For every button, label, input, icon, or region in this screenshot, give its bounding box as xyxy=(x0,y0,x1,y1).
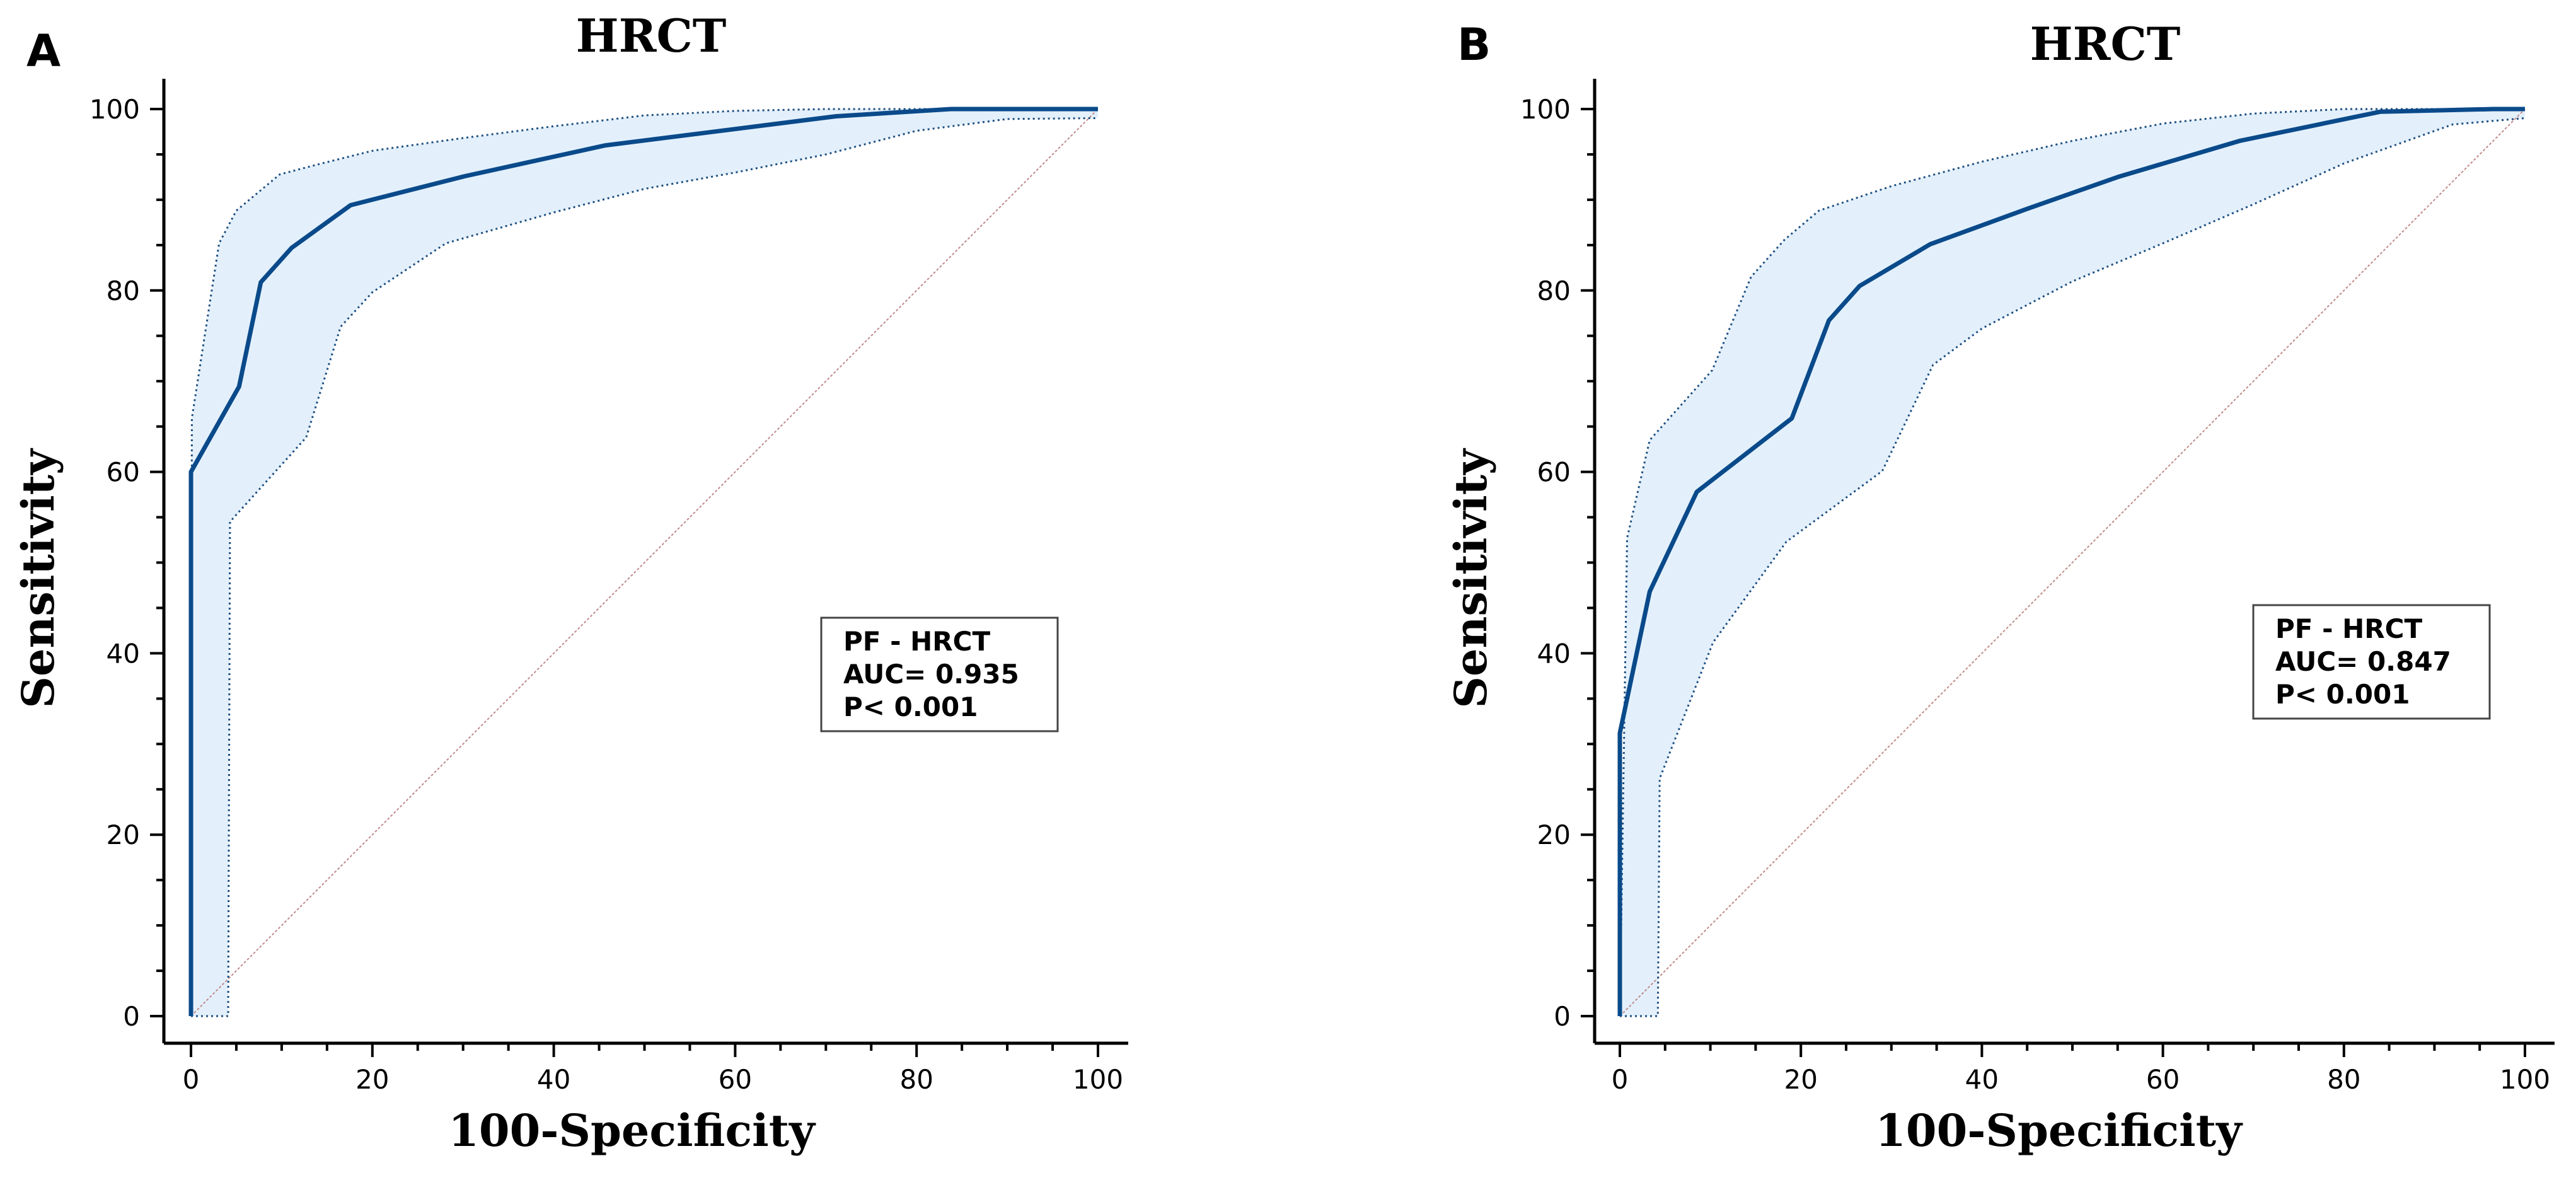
panel-b-x-tick-label: 60 xyxy=(2146,1064,2180,1095)
panel-a-x-tick-label: 60 xyxy=(719,1064,752,1095)
panel-b-ci-band xyxy=(1620,109,2525,1016)
panel-a-legend-line: PF - HRCT xyxy=(843,626,990,657)
panel-a: A HRCT Sensitivity 100-Specificity 0 20 40… xyxy=(12,9,1128,1157)
panel-a-ci-band xyxy=(191,109,1098,1016)
panel-a-roc-curve xyxy=(188,107,1098,1016)
panel-a-ci-upper-line xyxy=(190,108,1098,1017)
panel-b-ylabel: Sensitivity xyxy=(1445,448,1497,709)
panel-a-y-tick-label: 40 xyxy=(107,638,140,669)
panel-a-xlabel: 100-Specificity xyxy=(448,1104,816,1157)
panel-b-x-tick-label: 100 xyxy=(2500,1064,2550,1095)
panel-b-legend xyxy=(2252,604,2491,720)
panel-b-ci-lower-line xyxy=(1620,117,2526,1017)
panel-b-letter: B xyxy=(1457,19,1491,71)
panel-b-y-tick-label: 0 xyxy=(1554,1001,1571,1032)
panel-a-legend-line: AUC= 0.935 xyxy=(843,659,1019,690)
panel-a-x-tick-label: 20 xyxy=(355,1064,389,1095)
panel-b-x-tick-label: 80 xyxy=(2327,1064,2360,1095)
panel-b-reference-line xyxy=(1619,108,2526,1017)
panel-a-x-tick-label: 80 xyxy=(899,1064,933,1095)
panel-a-x-tick-label: 40 xyxy=(537,1064,570,1095)
panel-b-x-tick-label: 0 xyxy=(1612,1064,1629,1095)
panel-a-legend xyxy=(820,616,1059,732)
panel-a-title: HRCT xyxy=(576,9,727,62)
panel-b-x-tick-label: 20 xyxy=(1784,1064,1817,1095)
panel-b-y-tick-label: 40 xyxy=(1537,638,1571,669)
panel-b-roc-curve xyxy=(1617,107,2525,1016)
panel-b-y-tick-label: 80 xyxy=(1537,275,1571,306)
panel-b-y-tick-label: 60 xyxy=(1537,457,1571,488)
panel-a-x-tick-label: 0 xyxy=(183,1064,200,1095)
panel-a-y-tick-label: 60 xyxy=(107,457,140,488)
panel-b: B HRCT Sensitivity 100-Specificity 0 20 40… xyxy=(1445,17,2555,1157)
panel-b-legend-line: AUC= 0.847 xyxy=(2275,646,2451,677)
panel-b-y-tick-label: 100 xyxy=(1520,94,1571,125)
panel-b-x-tick-label: 40 xyxy=(1965,1064,1999,1095)
panel-a-y-tick-label: 20 xyxy=(107,819,140,850)
panel-a-ylabel: Sensitivity xyxy=(12,448,64,709)
panel-a-letter: A xyxy=(26,25,61,77)
panel-b-legend-line: P< 0.001 xyxy=(2275,679,2410,710)
panel-a-y-tick-label: 80 xyxy=(107,275,140,306)
panel-b-title: HRCT xyxy=(2030,17,2181,71)
panel-a-y-tick-label: 0 xyxy=(123,1001,140,1032)
panel-b-legend-line: PF - HRCT xyxy=(2275,613,2422,644)
panel-b-xlabel: 100-Specificity xyxy=(1875,1104,2243,1157)
panel-a-y-tick-label: 100 xyxy=(90,94,140,125)
panel-a-ci-lower-line xyxy=(191,117,1099,1017)
panel-a-x-tick-label: 100 xyxy=(1073,1064,1123,1095)
panel-a-reference-line xyxy=(190,108,1099,1017)
panel-b-y-tick-label: 20 xyxy=(1537,819,1571,850)
panel-a-legend-line: P< 0.001 xyxy=(843,691,978,722)
